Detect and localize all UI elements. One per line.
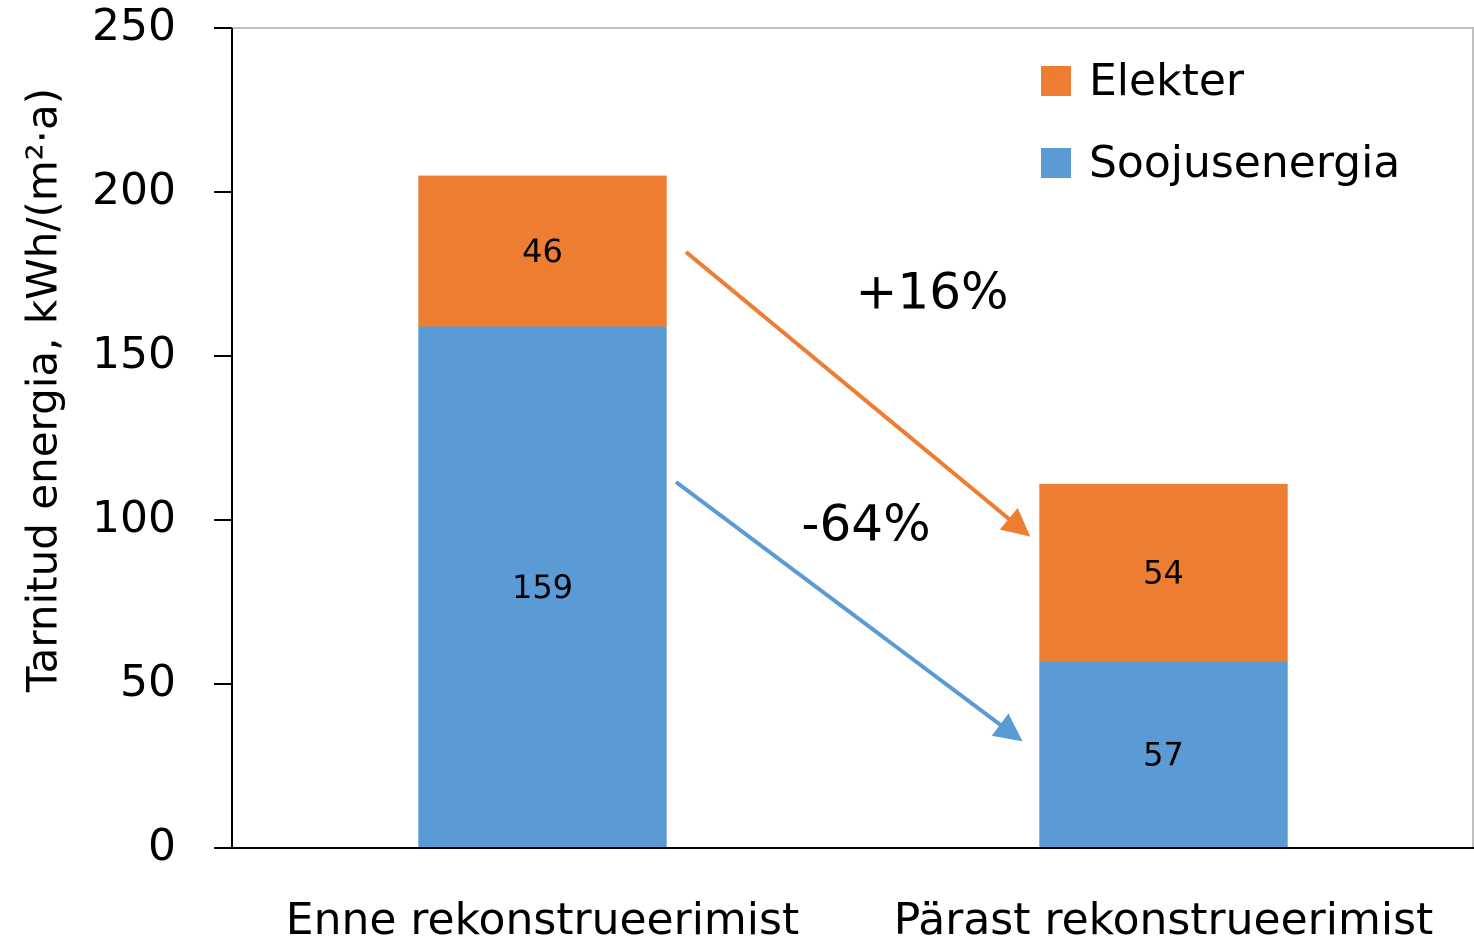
bar-segment xyxy=(418,175,667,327)
legend-label: Elekter xyxy=(1089,55,1245,106)
legend-swatch xyxy=(1041,148,1071,178)
arrow xyxy=(674,480,1023,742)
data-label: 159 xyxy=(512,568,573,606)
x-tick-label: Pärast rekonstrueerimist xyxy=(894,894,1434,945)
y-axis-label: Tarnitud energia, kWh/(m²·a) xyxy=(18,88,67,693)
data-label: 57 xyxy=(1143,736,1184,774)
arrow xyxy=(684,250,1031,537)
plot-frame xyxy=(232,27,1474,848)
data-label: 46 xyxy=(522,232,563,270)
y-tick-label: 0 xyxy=(148,820,176,871)
bar-segment xyxy=(418,326,667,849)
y-tick-label: 150 xyxy=(92,328,176,379)
legend-swatch xyxy=(1041,66,1071,96)
legend-label: Soojusenergia xyxy=(1089,137,1400,188)
y-tick-label: 50 xyxy=(120,656,176,707)
y-tick-label: 200 xyxy=(92,164,176,215)
bar-segment xyxy=(1039,661,1288,848)
data-label: 54 xyxy=(1143,553,1184,591)
y-tick-label: 250 xyxy=(92,0,176,51)
x-tick-label: Enne rekonstrueerimist xyxy=(286,894,799,945)
bar-segment xyxy=(1039,483,1288,662)
annotation: +16% xyxy=(855,263,1008,321)
annotation: -64% xyxy=(801,495,930,553)
y-tick-label: 100 xyxy=(92,492,176,543)
